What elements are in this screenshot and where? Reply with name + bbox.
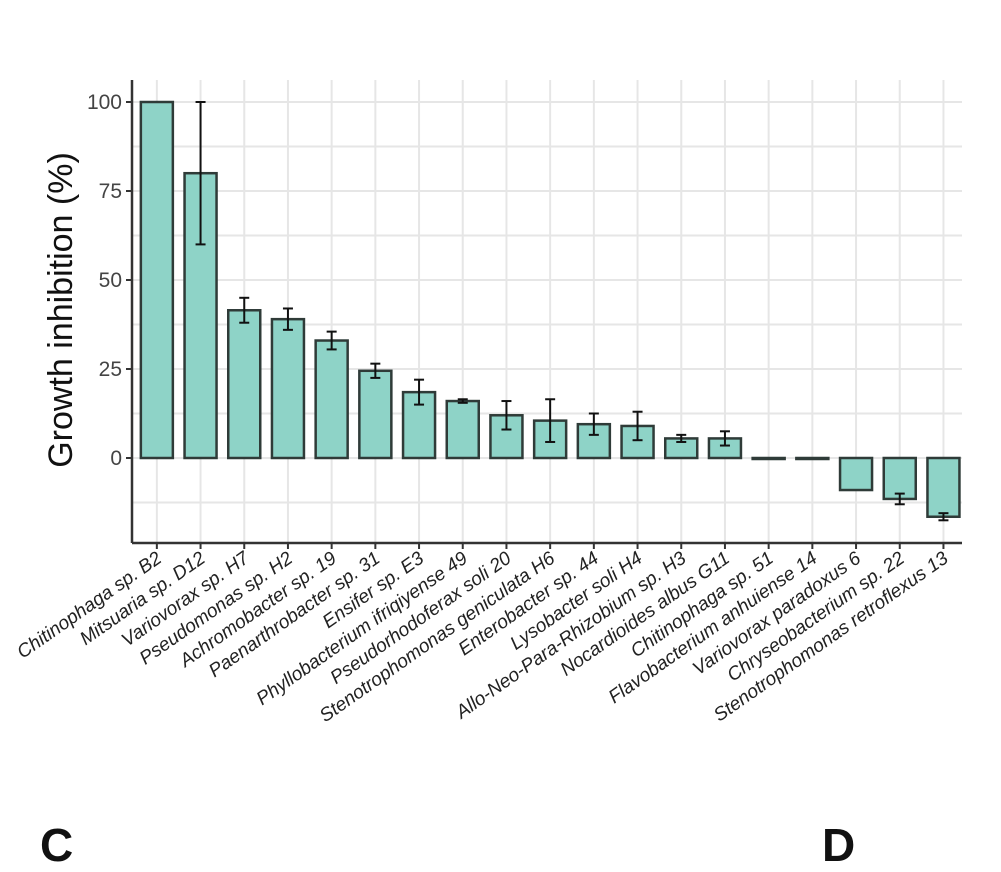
panel-letter-d: D [822,819,856,871]
y-tick-label: 50 [99,269,122,292]
bar [445,399,480,460]
axes-layer [130,80,962,545]
bar [926,456,961,518]
bar [882,456,917,501]
bar [314,339,349,460]
bar-chart: 0 25 50 75 100 Chitinophaga sp. B2Mitsuaria … [13,80,962,727]
panel-letter-c: C [40,819,74,871]
bar [795,456,830,461]
bar [139,100,175,460]
y-axis-label: Growth inhibition (%) [42,152,80,468]
bar [751,456,786,461]
bar [270,317,306,460]
y-tick-label: 25 [99,358,122,381]
bar [227,309,262,460]
error-bars-layer [195,101,949,522]
y-tick-label: 0 [110,447,122,470]
y-tick-label: 100 [87,91,122,114]
bars-layer [139,100,961,518]
bar [838,456,874,492]
y-tick-label: 75 [99,180,122,203]
y-tick-labels: 0 25 50 75 100 [87,91,132,470]
bar [358,369,393,460]
